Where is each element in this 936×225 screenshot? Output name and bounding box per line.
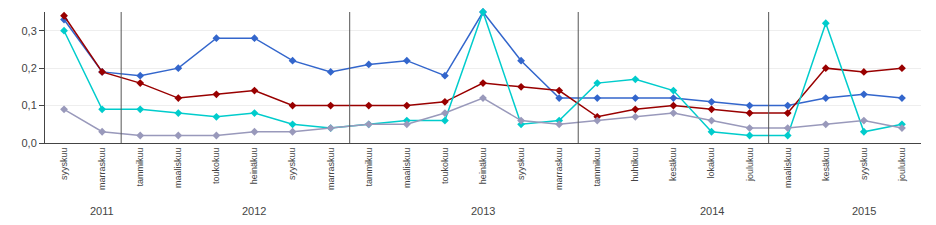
svg-text:heinäkuu: heinäkuu	[478, 148, 488, 185]
svg-text:2014: 2014	[700, 205, 724, 217]
svg-text:0,0: 0,0	[22, 137, 37, 149]
svg-text:2012: 2012	[242, 205, 266, 217]
svg-text:lokakuu: lokakuu	[706, 148, 716, 179]
svg-text:2013: 2013	[471, 205, 495, 217]
svg-text:syyskuu: syyskuu	[59, 148, 69, 181]
svg-text:0,1: 0,1	[22, 99, 37, 111]
svg-text:marraskuu: marraskuu	[97, 148, 107, 191]
svg-text:tammikuu: tammikuu	[135, 148, 145, 187]
svg-text:syyskuu: syyskuu	[859, 148, 869, 181]
svg-text:joulukuu: joulukuu	[897, 148, 907, 183]
svg-text:marraskuu: marraskuu	[326, 148, 336, 191]
svg-text:tammikuu: tammikuu	[364, 148, 374, 187]
svg-text:marraskuu: marraskuu	[554, 148, 564, 191]
svg-text:maaliskuu: maaliskuu	[783, 148, 793, 189]
svg-text:maaliskuu: maaliskuu	[173, 148, 183, 189]
svg-text:kesäkuu: kesäkuu	[668, 148, 678, 182]
svg-text:joulukuu: joulukuu	[745, 148, 755, 183]
svg-text:toukokuu: toukokuu	[440, 148, 450, 185]
svg-text:2011: 2011	[90, 205, 114, 217]
svg-text:toukokuu: toukokuu	[211, 148, 221, 185]
svg-text:syyskuu: syyskuu	[516, 148, 526, 181]
svg-text:0,2: 0,2	[22, 62, 37, 74]
svg-text:0,3: 0,3	[22, 25, 37, 37]
svg-text:2015: 2015	[852, 205, 876, 217]
svg-text:huhtikuu: huhtikuu	[630, 148, 640, 182]
svg-text:kesäkuu: kesäkuu	[821, 148, 831, 182]
svg-text:maaliskuu: maaliskuu	[402, 148, 412, 189]
svg-text:tammikuu: tammikuu	[592, 148, 602, 187]
svg-text:heinäkuu: heinäkuu	[249, 148, 259, 185]
svg-text:syyskuu: syyskuu	[287, 148, 297, 181]
